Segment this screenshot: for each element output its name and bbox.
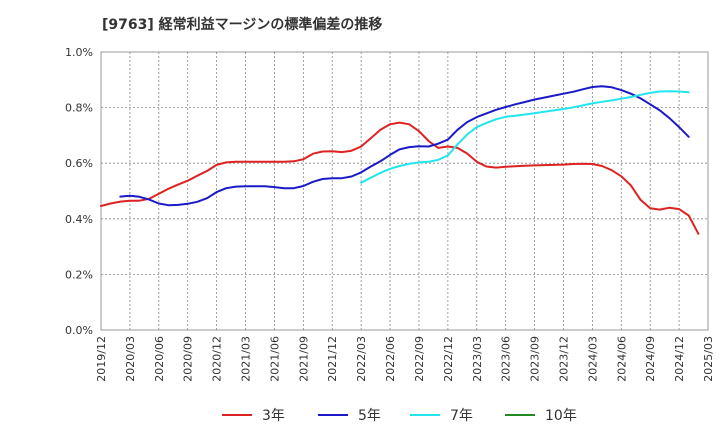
x-tick-label: 2022/06 — [384, 336, 397, 382]
x-tick-label: 2022/09 — [413, 336, 426, 382]
grid-lines — [101, 52, 708, 330]
legend-line-3y — [222, 414, 252, 416]
x-tick-label: 2020/12 — [211, 336, 224, 382]
x-tick-label: 2024/12 — [673, 336, 686, 382]
y-tick-label: 0.4% — [65, 213, 93, 226]
x-tick-label: 2024/06 — [615, 336, 628, 382]
y-tick-label: 0.2% — [65, 268, 93, 281]
x-tick-labels: 2019/12 2020/03 2020/06 2020/09 2020/12 2021/… — [95, 336, 715, 382]
y-tick-label: 1.0% — [65, 46, 93, 59]
legend-line-10y — [505, 414, 535, 416]
x-tick-label: 2024/09 — [644, 336, 657, 382]
x-tick-label: 2019/12 — [95, 336, 108, 382]
x-tick-label: 2023/06 — [500, 336, 513, 382]
y-tick-label: 0.0% — [65, 324, 93, 337]
legend-line-5y — [318, 414, 348, 416]
series-line — [360, 90, 690, 184]
chart-title: [9763] 経常利益マージンの標準偏差の推移 — [102, 17, 383, 33]
x-tick-label: 2021/06 — [268, 336, 281, 382]
legend: 3年 5年 7年 10年 — [0, 403, 720, 427]
y-tick-label: 0.8% — [65, 102, 93, 115]
legend-label-7y: 7年 — [450, 408, 473, 424]
legend-line-7y — [410, 414, 440, 416]
x-tick-label: 2020/03 — [124, 336, 137, 382]
series-line — [100, 121, 700, 235]
x-tick-label: 2025/03 — [702, 336, 715, 382]
plot-area — [100, 51, 709, 331]
x-tick-label: 2021/12 — [326, 336, 339, 382]
x-tick-label: 2021/09 — [297, 336, 310, 382]
y-tick-label: 0.6% — [65, 157, 93, 170]
x-tick-label: 2023/09 — [529, 336, 542, 382]
y-tick-labels: 0.0% 0.2% 0.4% 0.6% 0.8% 1.0% — [65, 46, 93, 337]
legend-label-5y: 5年 — [358, 408, 381, 424]
x-tick-label: 2024/03 — [586, 336, 599, 382]
legend-label-10y: 10年 — [545, 408, 577, 424]
x-tick-label: 2022/03 — [355, 336, 368, 382]
series-lines — [100, 85, 700, 235]
x-tick-label: 2021/03 — [240, 336, 253, 382]
x-tick-label: 2023/12 — [557, 336, 570, 382]
x-tick-label: 2022/12 — [442, 336, 455, 382]
legend-label-3y: 3年 — [262, 408, 285, 424]
x-tick-label: 2020/06 — [153, 336, 166, 382]
series-line — [119, 85, 690, 207]
x-tick-label: 2023/03 — [471, 336, 484, 382]
x-tick-label: 2020/09 — [182, 336, 195, 382]
